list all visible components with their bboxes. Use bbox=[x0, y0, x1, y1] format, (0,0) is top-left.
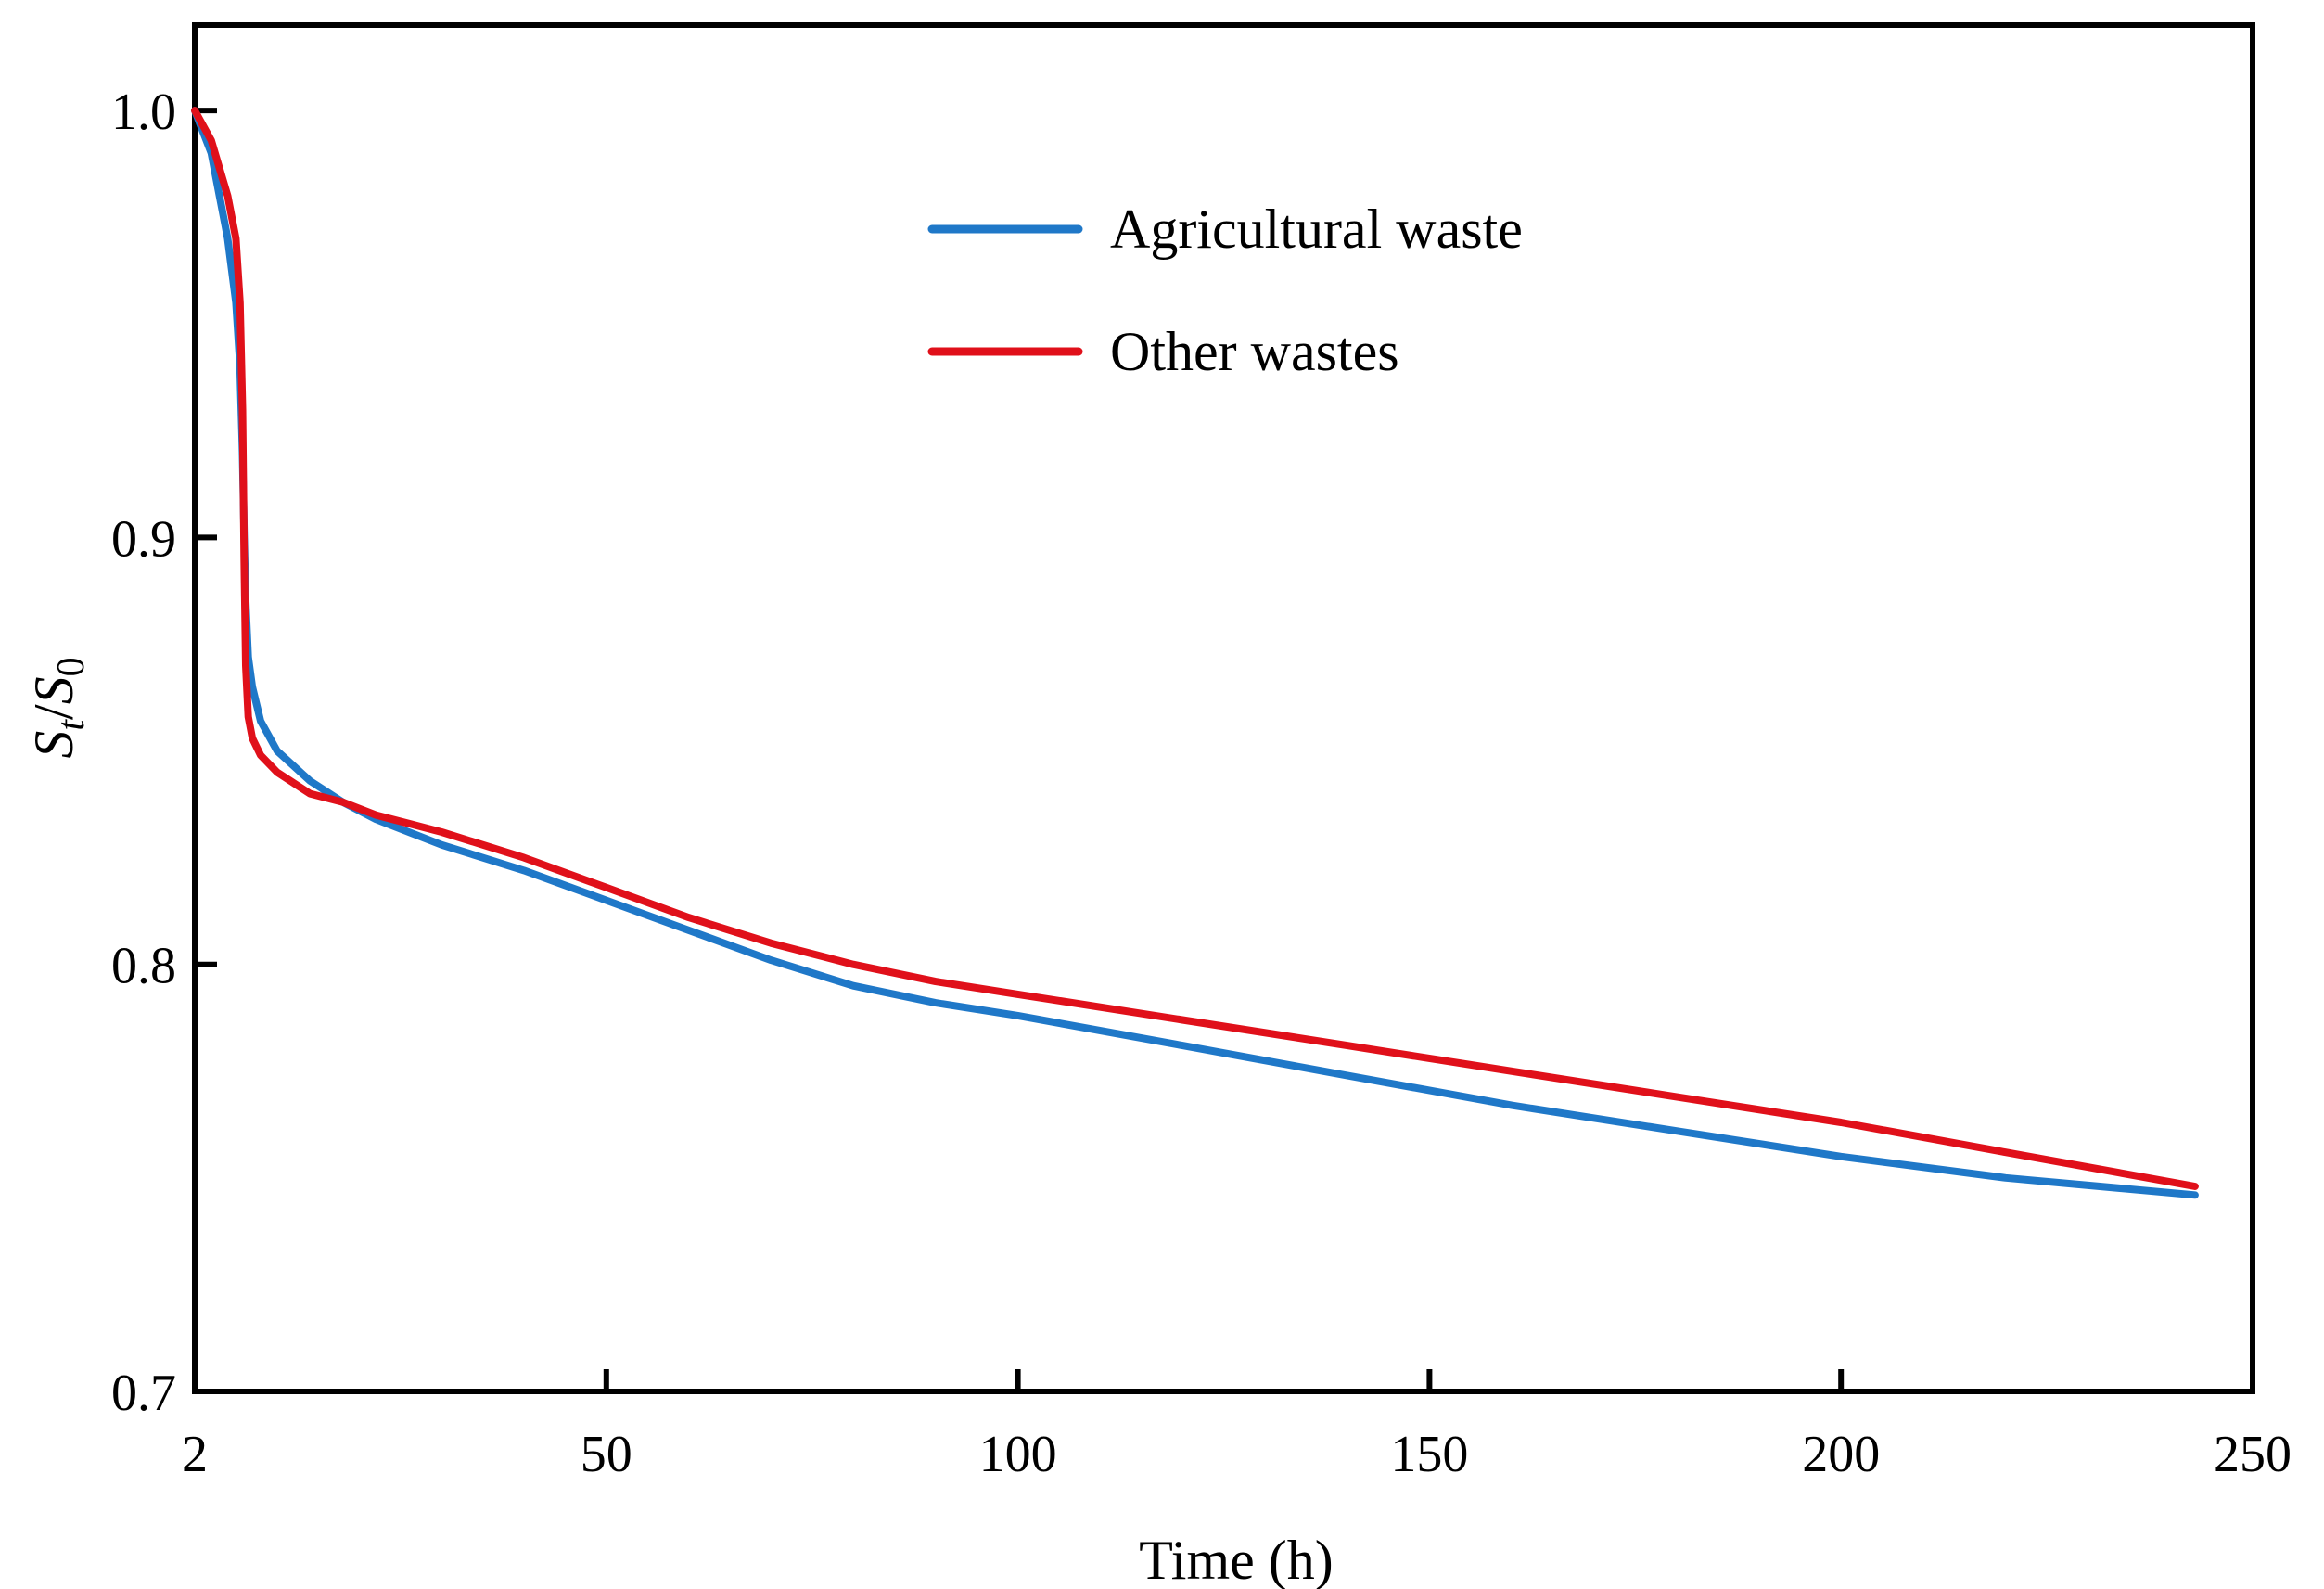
y-tick-label: 1.0 bbox=[111, 83, 176, 141]
y-axis-title-s2: S bbox=[23, 676, 84, 704]
x-tick-label: 2 bbox=[182, 1426, 208, 1483]
y-axis-title-s1: S bbox=[23, 731, 84, 759]
y-axis-title-sub-0: 0 bbox=[50, 657, 93, 676]
x-tick-label: 50 bbox=[581, 1426, 632, 1483]
series-line-other-wastes bbox=[191, 107, 2199, 1190]
x-tick-label: 250 bbox=[2214, 1426, 2292, 1483]
y-axis-title: St/S0 bbox=[23, 657, 93, 758]
x-tick-label: 150 bbox=[1390, 1426, 1468, 1483]
legend-label-other-wastes: Other wastes bbox=[1110, 321, 1399, 382]
legend-label-agricultural-waste: Agricultural waste bbox=[1110, 199, 1523, 260]
x-axis-title: Time (h) bbox=[1139, 1530, 1333, 1589]
y-tick-label: 0.9 bbox=[111, 510, 176, 568]
y-axis-ticks: 0.7 0.8 0.9 1.0 bbox=[111, 83, 217, 1422]
y-tick-label: 0.8 bbox=[111, 938, 176, 995]
y-axis-title-sub-t: t bbox=[50, 719, 93, 731]
x-axis-ticks: 2 50 100 150 200 250 bbox=[182, 1369, 2292, 1483]
series-line-agricultural-waste bbox=[191, 107, 2199, 1199]
x-tick-label: 100 bbox=[979, 1426, 1057, 1483]
series-layer bbox=[191, 107, 2199, 1199]
x-tick-label: 200 bbox=[1802, 1426, 1880, 1483]
legend: Agricultural waste Other wastes bbox=[927, 199, 1523, 382]
y-tick-label: 0.7 bbox=[111, 1365, 176, 1422]
plot-frame bbox=[192, 22, 2255, 1394]
y-axis-title-slash: / bbox=[23, 704, 84, 720]
